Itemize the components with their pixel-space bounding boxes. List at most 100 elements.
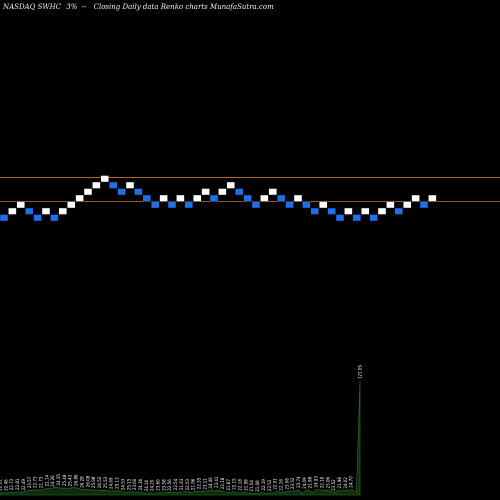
renko-brick — [419, 201, 429, 209]
volume-label: 23.60 — [156, 479, 161, 491]
ticker-label: NASDAQ SWHC — [2, 3, 62, 11]
renko-brick — [209, 194, 219, 202]
volume-label: 22.73 — [33, 476, 38, 488]
volume-label: 23.74 — [296, 476, 301, 488]
renko-brick — [218, 188, 227, 196]
volume-label: 22.81 — [15, 478, 20, 490]
volume-label: 22.16 — [278, 479, 283, 491]
volume-label: 24.70 — [349, 476, 354, 488]
renko-brick — [411, 194, 420, 202]
renko-brick — [192, 194, 202, 202]
volume-label: 22.54 — [173, 478, 178, 490]
renko-brick — [83, 188, 93, 196]
renko-brick — [319, 201, 328, 209]
volume-label: 24.26 — [50, 475, 55, 487]
volume-label: 121.05 — [358, 365, 363, 379]
renko-brick — [344, 207, 353, 215]
volume-label: 22.56 — [167, 479, 172, 491]
volume-labels: 22.01 22.46 22.73 22.81 22.49 23.57 22.73 21.73… — [0, 365, 363, 492]
volume-label: 23.41 — [214, 476, 219, 488]
volume-label: 22.18 — [220, 477, 225, 489]
renko-brick — [361, 207, 370, 215]
renko-brick — [176, 194, 185, 202]
renko-brick — [134, 188, 143, 196]
volume-label: 26.08 — [85, 475, 90, 487]
arrow-label: -- — [82, 3, 87, 11]
volume-label: 22.18 — [238, 479, 243, 491]
volume-label: 22.53 — [185, 479, 190, 491]
renko-brick — [8, 207, 17, 215]
volume-label: 25.98 — [91, 476, 96, 488]
volume-label: 24.09 — [302, 477, 307, 489]
renko-brick — [335, 214, 345, 222]
renko-brick — [142, 194, 152, 202]
volume-label: 24.46 — [208, 477, 213, 489]
volume-label: 24.53 — [120, 478, 125, 490]
volume-label: 23.52 — [290, 477, 295, 489]
description-label: Closing Daily data Renko charts MunafaSu… — [94, 3, 274, 11]
volume-label: 22.14 — [44, 474, 49, 486]
volume-label: 24.02 — [343, 477, 348, 489]
volume-label: 25.43 — [68, 474, 73, 486]
renko-brick — [41, 207, 51, 215]
volume-label: 21.87 — [226, 479, 231, 491]
change-label: 3% — [66, 3, 77, 11]
volume-label: 21.96 — [191, 478, 196, 490]
renko-brick — [150, 201, 160, 209]
volume-label: 23.57 — [27, 476, 32, 488]
renko-brick — [428, 194, 437, 202]
renko-brick — [403, 201, 412, 209]
volume-label: 25.13 — [115, 477, 120, 489]
renko-brick — [16, 201, 25, 209]
renko-brick — [117, 188, 126, 196]
volume-label: 23.52 — [331, 479, 336, 491]
volume-label: 22.35 — [197, 477, 202, 489]
volume-label: 21.98 — [308, 476, 313, 488]
renko-brick — [302, 201, 311, 209]
volume-label: 22.46 — [3, 479, 8, 491]
volume-label: 26.28 — [79, 476, 84, 488]
renko-brick — [159, 194, 168, 202]
renko-brick — [92, 181, 101, 189]
renko-brick — [108, 181, 118, 189]
volume-label: 26.52 — [97, 476, 102, 488]
renko-brick — [369, 214, 378, 222]
renko-brick — [277, 194, 286, 202]
volume-label: 23.06 — [284, 478, 289, 490]
renko-brick — [25, 207, 34, 215]
volume-label: 24.69 — [109, 477, 114, 489]
volume-label: 23.11 — [202, 478, 207, 490]
volume-label: 22.15 — [232, 478, 237, 490]
volume-label: 21.63 — [179, 478, 184, 490]
renko-brick — [293, 194, 303, 202]
volume-label: 21.98 — [337, 477, 342, 489]
renko-brick — [201, 188, 210, 196]
renko-brick — [394, 207, 403, 215]
volume-label: 25.48 — [62, 474, 67, 486]
renko-brick — [327, 207, 336, 215]
volume-label: 23.60 — [132, 478, 137, 490]
volume-label: 26.86 — [74, 474, 79, 486]
renko-brick — [285, 201, 294, 209]
renko-brick — [243, 194, 252, 202]
volume-series — [0, 381, 361, 496]
volume-label: 24.36 — [138, 478, 143, 490]
volume-label: 21.99 — [243, 479, 248, 491]
renko-brick — [251, 201, 261, 209]
chart-header: NASDAQ SWHC 3% -- Closing Daily data Ren… — [2, 3, 274, 11]
renko-bricks — [0, 175, 437, 222]
renko-brick — [50, 214, 59, 222]
renko-brick — [33, 214, 42, 222]
volume-label: 21.73 — [38, 476, 43, 488]
renko-brick — [167, 201, 177, 209]
volume-label: 25.15 — [126, 478, 131, 490]
volume-label: 25.53 — [103, 476, 108, 488]
renko-brick — [66, 201, 76, 209]
renko-brick — [386, 201, 395, 209]
renko-brick — [377, 207, 387, 215]
renko-brick — [234, 188, 244, 196]
renko-brick — [58, 207, 67, 215]
volume-label: 21.54 — [249, 480, 254, 492]
